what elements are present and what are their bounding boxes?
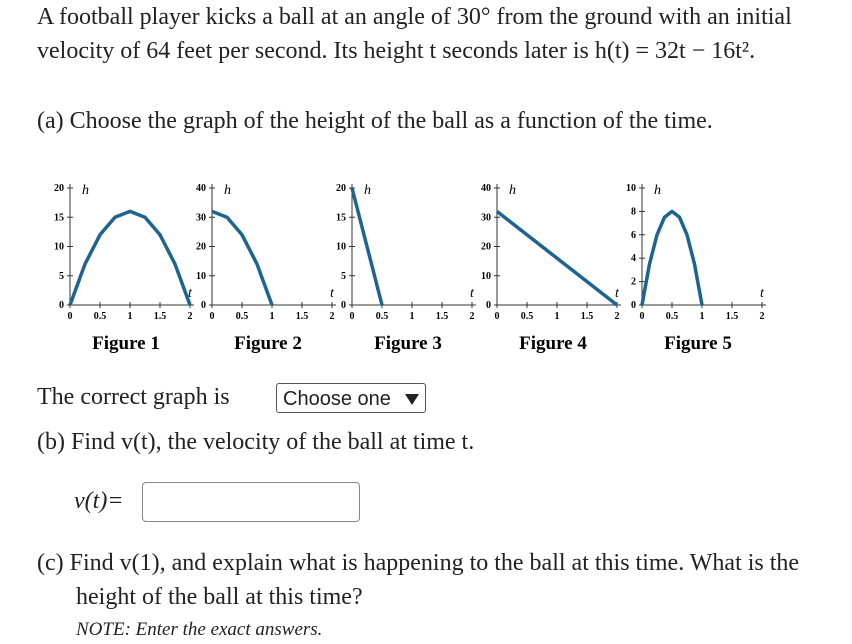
- y-tick-label: 6: [631, 230, 636, 241]
- y-axis-label: h: [82, 183, 89, 198]
- x-tick-label: 0.5: [376, 311, 389, 322]
- y-axis-label: h: [654, 183, 661, 198]
- y-tick-label: 4: [631, 253, 636, 264]
- note: NOTE: Enter the exact answers.: [76, 619, 323, 640]
- y-tick-label: 10: [54, 242, 64, 253]
- y-tick-label: 10: [196, 271, 206, 282]
- y-tick-label: 8: [631, 206, 636, 217]
- figure-caption: Figure 4: [519, 333, 587, 354]
- x-tick-label: 0: [640, 311, 645, 322]
- y-tick-label: 0: [201, 300, 206, 311]
- x-axis-label: t: [615, 286, 620, 301]
- y-axis-label: h: [509, 183, 516, 198]
- x-tick-label: 0: [210, 311, 215, 322]
- x-tick-label: 1.5: [726, 311, 739, 322]
- x-tick-label: 1: [270, 311, 275, 322]
- figure-caption: Figure 5: [664, 333, 732, 354]
- x-tick-label: 2: [470, 311, 475, 322]
- part-b: (b) Find v(t), the velocity of the ball …: [37, 429, 475, 455]
- x-tick-label: 0.5: [94, 311, 107, 322]
- x-tick-label: 0: [495, 311, 500, 322]
- curve: [495, 210, 619, 307]
- part-c: (c) Find v(1), and explain what is happe…: [37, 550, 800, 610]
- y-tick-label: 0: [486, 300, 491, 311]
- correct-label: The correct graph is: [37, 384, 230, 410]
- y-tick-label: 20: [336, 183, 346, 194]
- x-tick-label: 1.5: [436, 311, 449, 322]
- x-tick-label: 0.5: [236, 311, 249, 322]
- graph-select[interactable]: Choose one: [276, 383, 426, 413]
- x-tick-label: 1: [410, 311, 415, 322]
- x-tick-label: 1.5: [296, 311, 309, 322]
- curve: [350, 187, 384, 306]
- y-tick-label: 10: [336, 242, 346, 253]
- x-tick-label: 1: [555, 311, 560, 322]
- x-tick-label: 1: [700, 311, 705, 322]
- x-axis-label: t: [470, 286, 475, 301]
- y-tick-label: 0: [59, 300, 64, 311]
- figure-caption: Figure 1: [92, 333, 160, 354]
- y-tick-label: 20: [196, 242, 206, 253]
- v-input[interactable]: [142, 482, 360, 522]
- x-tick-label: 2: [188, 311, 193, 322]
- y-tick-label: 5: [341, 271, 346, 282]
- y-tick-label: 2: [631, 277, 636, 288]
- y-tick-label: 0: [341, 300, 346, 311]
- x-tick-label: 1: [128, 311, 133, 322]
- x-axis-label: t: [188, 286, 193, 301]
- x-tick-label: 0.5: [666, 311, 679, 322]
- y-tick-label: 20: [481, 242, 491, 253]
- x-tick-label: 2: [615, 311, 620, 322]
- curve: [640, 209, 704, 306]
- y-tick-label: 15: [336, 212, 346, 223]
- y-tick-label: 30: [196, 212, 206, 223]
- curve: [68, 209, 192, 306]
- figure-caption: Figure 3: [374, 333, 442, 354]
- x-axis-label: t: [330, 286, 335, 301]
- y-tick-label: 30: [481, 212, 491, 223]
- x-tick-label: 0.5: [521, 311, 534, 322]
- y-tick-label: 10: [481, 271, 491, 282]
- y-tick-label: 20: [54, 183, 64, 194]
- problem-intro: A football player kicks a ball at an ang…: [37, 4, 792, 64]
- y-axis-label: h: [224, 183, 231, 198]
- x-tick-label: 0: [350, 311, 355, 322]
- y-tick-label: 5: [59, 271, 64, 282]
- x-tick-label: 1.5: [581, 311, 594, 322]
- y-tick-label: 10: [626, 183, 636, 194]
- x-tick-label: 2: [760, 311, 765, 322]
- y-axis-label: h: [364, 183, 371, 198]
- x-tick-label: 1.5: [154, 311, 167, 322]
- curve: [211, 209, 274, 306]
- x-tick-label: 2: [330, 311, 335, 322]
- y-tick-label: 0: [631, 300, 636, 311]
- y-tick-label: 40: [196, 183, 206, 194]
- part-a: (a) Choose the graph of the height of th…: [37, 108, 713, 134]
- v-label: v(t)=: [74, 488, 124, 514]
- x-axis-label: t: [760, 286, 765, 301]
- figure-caption: Figure 2: [234, 333, 302, 354]
- x-tick-label: 0: [68, 311, 73, 322]
- select-placeholder: Choose one: [283, 388, 391, 410]
- y-tick-label: 15: [54, 212, 64, 223]
- dropdown-arrow: [405, 394, 419, 405]
- y-tick-label: 40: [481, 183, 491, 194]
